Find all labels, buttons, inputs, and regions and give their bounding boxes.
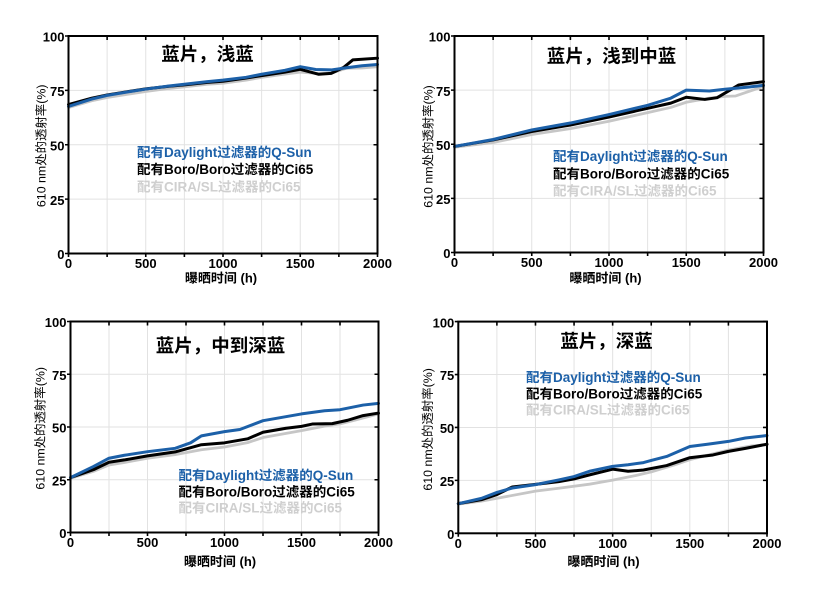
svg-text:蓝片，中到深蓝: 蓝片，中到深蓝 — [156, 332, 286, 358]
svg-text:配有CIRA/SL过滤器的Ci65: 配有CIRA/SL过滤器的Ci65 — [553, 180, 717, 200]
svg-text:610 nm处的透射率(%): 610 nm处的透射率(%) — [419, 85, 437, 208]
svg-text:2000: 2000 — [363, 256, 392, 271]
svg-text:配有Daylight过滤器的Q-Sun: 配有Daylight过滤器的Q-Sun — [137, 141, 312, 161]
svg-text:500: 500 — [521, 255, 543, 270]
svg-text:25: 25 — [52, 473, 66, 488]
svg-text:2000: 2000 — [753, 536, 782, 551]
svg-text:1000: 1000 — [595, 255, 624, 270]
svg-text:100: 100 — [43, 30, 65, 45]
svg-text:25: 25 — [436, 192, 450, 207]
svg-text:配有CIRA/SL过滤器的Ci65: 配有CIRA/SL过滤器的Ci65 — [526, 399, 690, 419]
svg-text:1500: 1500 — [286, 256, 315, 271]
svg-text:蓝片，浅蓝: 蓝片，浅蓝 — [161, 40, 254, 66]
svg-text:100: 100 — [433, 315, 455, 330]
svg-text:配有Daylight过滤器的Q-Sun: 配有Daylight过滤器的Q-Sun — [179, 464, 354, 484]
svg-text:0: 0 — [65, 256, 72, 271]
svg-text:75: 75 — [440, 368, 454, 383]
svg-text:50: 50 — [436, 138, 450, 153]
svg-text:25: 25 — [440, 474, 454, 489]
svg-text:配有Boro/Boro过滤器的Ci65: 配有Boro/Boro过滤器的Ci65 — [553, 162, 730, 182]
svg-text:2000: 2000 — [364, 535, 393, 550]
svg-text:1000: 1000 — [209, 256, 238, 271]
svg-text:配有CIRA/SL过滤器的Ci65: 配有CIRA/SL过滤器的Ci65 — [137, 176, 301, 196]
svg-text:蓝片，深蓝: 蓝片，深蓝 — [560, 327, 653, 353]
svg-text:75: 75 — [436, 84, 450, 99]
svg-text:0: 0 — [59, 526, 66, 541]
svg-text:曝晒时间 (h): 曝晒时间 (h) — [569, 268, 641, 287]
svg-text:2000: 2000 — [749, 255, 778, 270]
svg-text:500: 500 — [137, 535, 159, 550]
svg-text:1000: 1000 — [210, 535, 239, 550]
svg-text:1500: 1500 — [675, 536, 704, 551]
svg-text:0: 0 — [57, 247, 64, 262]
svg-text:500: 500 — [525, 536, 547, 551]
svg-text:1500: 1500 — [287, 535, 316, 550]
svg-text:500: 500 — [135, 256, 157, 271]
svg-text:25: 25 — [50, 193, 64, 208]
svg-text:配有CIRA/SL过滤器的Ci65: 配有CIRA/SL过滤器的Ci65 — [179, 496, 343, 516]
svg-text:0: 0 — [455, 536, 462, 551]
svg-text:610 nm处的透射率(%): 610 nm处的透射率(%) — [31, 85, 49, 208]
svg-text:0: 0 — [67, 535, 74, 550]
svg-text:1500: 1500 — [672, 255, 701, 270]
svg-text:0: 0 — [443, 246, 450, 261]
svg-text:50: 50 — [440, 421, 454, 436]
svg-text:配有Boro/Boro过滤器的Ci65: 配有Boro/Boro过滤器的Ci65 — [137, 158, 314, 178]
svg-text:50: 50 — [50, 138, 64, 153]
svg-text:配有Daylight过滤器的Q-Sun: 配有Daylight过滤器的Q-Sun — [526, 366, 701, 386]
svg-text:曝晒时间 (h): 曝晒时间 (h) — [567, 551, 639, 570]
svg-text:610 nm处的透射率(%): 610 nm处的透射率(%) — [31, 367, 49, 490]
svg-text:配有Boro/Boro过滤器的Ci65: 配有Boro/Boro过滤器的Ci65 — [179, 480, 356, 500]
svg-text:1000: 1000 — [598, 536, 627, 551]
svg-text:100: 100 — [429, 30, 451, 45]
svg-text:蓝片，浅到中蓝: 蓝片，浅到中蓝 — [547, 43, 677, 69]
svg-text:配有Daylight过滤器的Q-Sun: 配有Daylight过滤器的Q-Sun — [553, 145, 728, 165]
svg-text:75: 75 — [50, 84, 64, 99]
svg-text:0: 0 — [447, 527, 454, 542]
svg-text:曝晒时间 (h): 曝晒时间 (h) — [184, 551, 256, 570]
svg-text:610 nm处的透射率(%): 610 nm处的透射率(%) — [418, 368, 436, 491]
svg-text:配有Boro/Boro过滤器的Ci65: 配有Boro/Boro过滤器的Ci65 — [526, 382, 703, 402]
svg-text:75: 75 — [52, 368, 66, 383]
svg-text:100: 100 — [45, 315, 67, 330]
svg-text:50: 50 — [52, 421, 66, 436]
svg-text:0: 0 — [451, 255, 458, 270]
svg-text:曝晒时间 (h): 曝晒时间 (h) — [185, 268, 257, 287]
